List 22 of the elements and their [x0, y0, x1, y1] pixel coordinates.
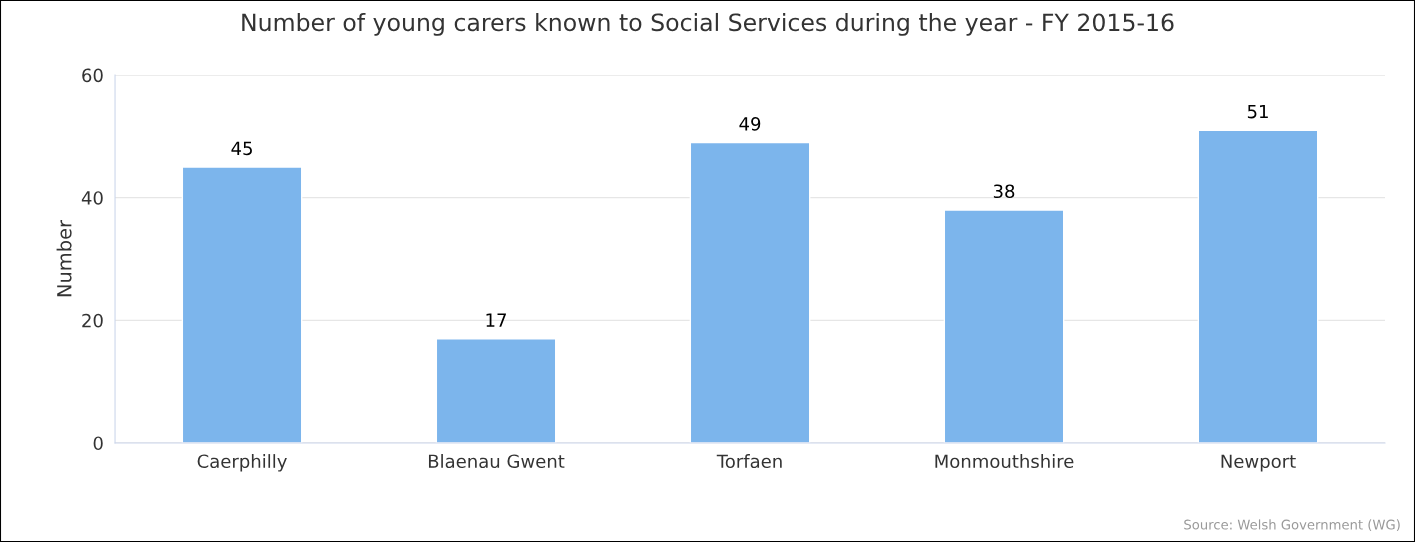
data-label: 49 — [739, 116, 761, 131]
bar — [689, 141, 811, 443]
x-tick-label: Monmouthshire — [935, 454, 1074, 469]
data-label: 51 — [1247, 104, 1268, 119]
source-note: Source: Welsh Government (WG) — [1184, 519, 1400, 532]
y-tick-label: 60 — [82, 68, 103, 83]
y-axis-title: Number — [56, 219, 72, 297]
x-tick-label: Caerphilly — [197, 454, 287, 472]
y-tick-label: 20 — [82, 313, 103, 328]
bar — [435, 338, 557, 443]
chart-title: Number of young carers known to Social Services during the year - FY 2015-16 — [242, 12, 1174, 36]
x-tick-label: Torfaen — [716, 454, 782, 469]
y-tick-label: 40 — [81, 191, 103, 205]
y-tick-label: 0 — [93, 436, 103, 451]
x-tick-label: Blaenau Gwent — [428, 454, 565, 469]
bar — [943, 209, 1065, 443]
bar — [181, 166, 303, 443]
data-label: 38 — [993, 184, 1015, 199]
bar — [1197, 129, 1319, 443]
data-label: 17 — [486, 313, 506, 327]
data-label: 45 — [231, 141, 252, 156]
x-tick-label: Newport — [1221, 454, 1296, 472]
